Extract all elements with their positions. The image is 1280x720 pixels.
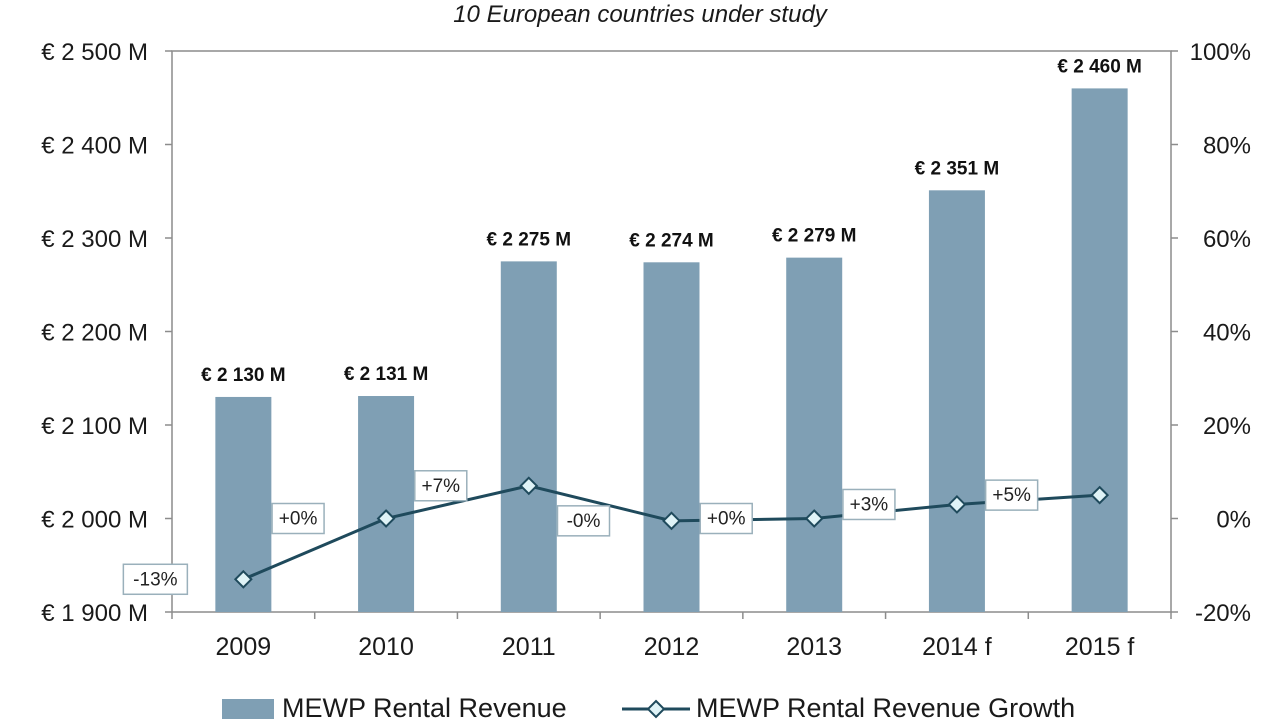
growth-point-marker: [376, 509, 396, 528]
left-axis-tick-label: € 2 200 M: [41, 320, 148, 347]
bar-data-label: € 2 279 M: [772, 226, 857, 247]
growth-data-label-box: [984, 479, 1039, 511]
bar-data-label: € 2 131 M: [344, 364, 429, 385]
x-axis-tick-label: 2015 f: [1065, 633, 1135, 661]
x-axis-tick-label: 2014 f: [922, 633, 992, 661]
growth-data-label: +0%: [279, 509, 318, 530]
left-axis-tick-label: € 2 000 M: [41, 507, 148, 534]
right-axis-tick-label: 20%: [1203, 413, 1251, 440]
left-axis-tick-label: € 2 500 M: [41, 39, 148, 66]
x-axis-tick-label: 2009: [216, 633, 272, 661]
x-axis-tick-label: 2012: [644, 633, 700, 661]
bar-data-label: € 2 130 M: [201, 365, 286, 386]
right-axis-tick-label: 80%: [1203, 133, 1251, 160]
bar-2012: [643, 262, 700, 612]
growth-data-label-box: [122, 563, 189, 596]
x-axis-tick-label: 2013: [786, 633, 842, 661]
growth-data-label-box: [699, 502, 753, 535]
right-axis-tick-label: 60%: [1203, 226, 1251, 253]
left-axis-tick-label: € 2 400 M: [41, 133, 148, 160]
growth-data-label-box: [271, 502, 325, 535]
growth-data-label-box: [842, 488, 896, 521]
growth-data-label: +0%: [707, 509, 746, 530]
left-axis-tick-label: € 1 900 M: [41, 600, 148, 627]
x-axis-tick-label: 2010: [358, 633, 414, 661]
bar-2014-f: [928, 190, 985, 612]
legend-line-marker: [646, 699, 666, 719]
growth-point-marker: [1090, 485, 1110, 505]
chart-subtitle: 10 European countries under study: [453, 1, 827, 28]
bar-2010: [358, 396, 415, 612]
legend-bar-swatch: [222, 699, 274, 719]
growth-point-marker: [947, 495, 967, 514]
legend-bar-label: MEWP Rental Revenue: [282, 693, 567, 720]
bar-data-label: € 2 351 M: [915, 158, 1000, 179]
x-axis-tick-label: 2011: [502, 633, 556, 661]
bar-data-label: € 2 274 M: [629, 230, 714, 251]
legend-line-label: MEWP Rental Revenue Growth: [696, 693, 1075, 720]
right-axis-tick-label: 100%: [1190, 39, 1251, 66]
growth-data-label: +7%: [422, 476, 461, 497]
right-axis-tick-label: -20%: [1195, 600, 1251, 627]
bar-2011: [500, 261, 557, 612]
right-axis-tick-label: 0%: [1216, 507, 1251, 534]
growth-data-label: +5%: [992, 485, 1031, 506]
growth-point-marker: [662, 511, 681, 531]
right-axis-tick-label: 40%: [1203, 320, 1251, 347]
left-axis-tick-label: € 2 300 M: [41, 226, 148, 253]
growth-data-label: -13%: [133, 569, 177, 590]
growth-point-marker: [804, 509, 824, 528]
bar-2015-f: [1071, 88, 1128, 612]
bar-data-label: € 2 460 M: [1057, 56, 1142, 77]
growth-point-marker: [519, 476, 539, 496]
bar-data-label: € 2 275 M: [487, 229, 572, 250]
growth-data-label-box: [414, 470, 468, 502]
growth-point-marker: [233, 569, 253, 589]
growth-data-label: +3%: [850, 494, 889, 515]
growth-data-label-box: [556, 505, 611, 537]
bar-2013: [786, 257, 843, 612]
left-axis-tick-label: € 2 100 M: [41, 413, 148, 440]
growth-data-label: -0%: [567, 511, 601, 532]
